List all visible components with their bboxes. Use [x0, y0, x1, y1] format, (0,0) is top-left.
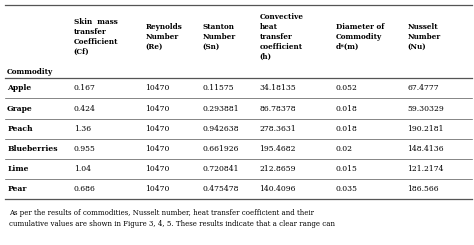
Text: 0.167: 0.167 — [74, 85, 96, 92]
Text: 86.78378: 86.78378 — [260, 105, 296, 112]
Text: 10470: 10470 — [145, 185, 170, 193]
Text: 0.955: 0.955 — [74, 145, 96, 153]
Text: Commodity: Commodity — [7, 68, 54, 76]
Text: 10470: 10470 — [145, 105, 170, 112]
Text: 186.566: 186.566 — [407, 185, 439, 193]
Text: 278.3631: 278.3631 — [260, 125, 296, 133]
Text: 0.661926: 0.661926 — [202, 145, 239, 153]
Text: 0.424: 0.424 — [74, 105, 96, 112]
Text: 0.942638: 0.942638 — [202, 125, 239, 133]
Text: 140.4096: 140.4096 — [260, 185, 296, 193]
Text: 10470: 10470 — [145, 125, 170, 133]
Text: 0.018: 0.018 — [336, 105, 358, 112]
Text: 34.18135: 34.18135 — [260, 85, 296, 92]
Text: Peach: Peach — [7, 125, 33, 133]
Text: 10470: 10470 — [145, 165, 170, 173]
Text: 0.052: 0.052 — [336, 85, 358, 92]
Text: Lime: Lime — [7, 165, 28, 173]
Text: 10470: 10470 — [145, 145, 170, 153]
Text: 67.4777: 67.4777 — [407, 85, 439, 92]
Text: Grape: Grape — [7, 105, 33, 112]
Text: 0.686: 0.686 — [74, 185, 96, 193]
Text: Skin  mass
transfer
Coefficient
(Cf): Skin mass transfer Coefficient (Cf) — [74, 18, 118, 55]
Text: Nusselt
Number
(Nu): Nusselt Number (Nu) — [407, 23, 440, 50]
Text: Convective
heat
transfer
coefficient
(h): Convective heat transfer coefficient (h) — [260, 13, 304, 60]
Text: 0.293881: 0.293881 — [202, 105, 239, 112]
Text: 1.04: 1.04 — [74, 165, 91, 173]
Text: As per the results of commodities, Nusselt number, heat transfer coefficient and: As per the results of commodities, Nusse… — [9, 209, 336, 228]
Text: 190.2181: 190.2181 — [407, 125, 444, 133]
Text: 0.018: 0.018 — [336, 125, 358, 133]
Text: 0.11575: 0.11575 — [202, 85, 234, 92]
Text: 195.4682: 195.4682 — [260, 145, 296, 153]
Text: Diameter of
Commodity
d*(m): Diameter of Commodity d*(m) — [336, 23, 384, 50]
Text: 0.015: 0.015 — [336, 165, 358, 173]
Text: 0.02: 0.02 — [336, 145, 353, 153]
Text: Reynolds
Number
(Re): Reynolds Number (Re) — [145, 23, 182, 50]
Text: 59.30329: 59.30329 — [407, 105, 444, 112]
Text: 0.035: 0.035 — [336, 185, 358, 193]
Text: 148.4136: 148.4136 — [407, 145, 444, 153]
Text: Apple: Apple — [7, 85, 31, 92]
Text: 10470: 10470 — [145, 85, 170, 92]
Text: Stanton
Number
(Sn): Stanton Number (Sn) — [202, 23, 236, 50]
Text: 121.2174: 121.2174 — [407, 165, 444, 173]
Text: Blueberries: Blueberries — [7, 145, 58, 153]
Text: Pear: Pear — [7, 185, 27, 193]
Text: 1.36: 1.36 — [74, 125, 91, 133]
Text: 0.720841: 0.720841 — [202, 165, 239, 173]
Text: 0.475478: 0.475478 — [202, 185, 239, 193]
Text: 212.8659: 212.8659 — [260, 165, 296, 173]
